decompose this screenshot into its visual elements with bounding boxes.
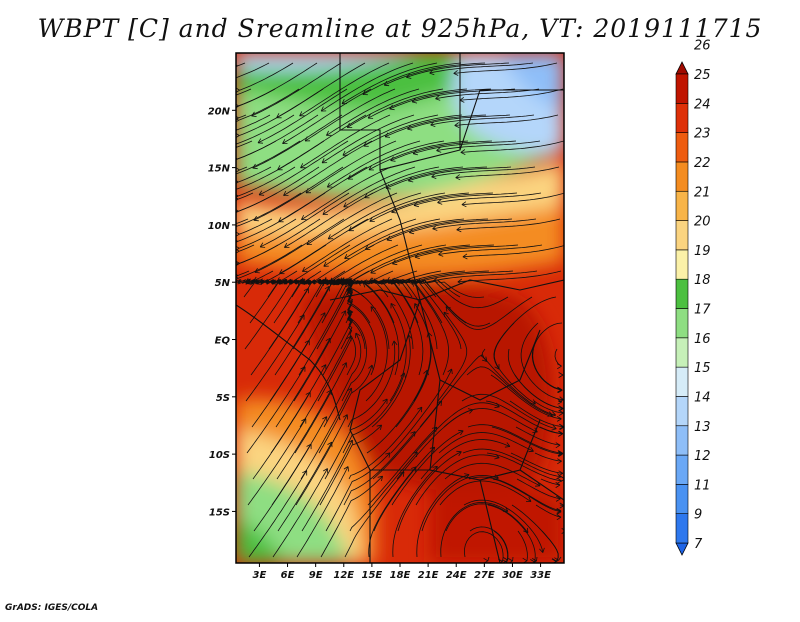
lat-tick-label: 15N [208,164,231,175]
lat-tick-label: 10N [208,221,231,232]
colorbar-label: 9 [694,508,702,523]
colorbar-swatch [676,133,688,162]
colorbar-swatch [676,367,688,396]
colorbar-swatch [676,338,688,367]
colorbar-label: 11 [694,478,711,493]
lon-tick-label: 12E [333,570,354,581]
colorbar-swatch [676,426,688,455]
colorbar-label: 7 [694,537,703,552]
lon-tick-label: 9E [309,570,323,581]
lon-tick-label: 33E [530,570,551,581]
lon-tick-label: 18E [390,570,411,581]
credit-text: GrADS: IGES/COLA [5,603,98,613]
lat-tick-label: 10S [209,450,230,461]
colorbar-label: 16 [694,332,711,347]
colorbar-swatch [676,514,688,543]
colorbar-label: 26 [694,39,711,54]
colorbar-label: 19 [694,244,711,259]
colorbar-label: 12 [694,449,711,464]
colorbar-max-arrow [676,62,688,74]
colorbar-swatch [676,484,688,513]
colorbar-label: 20 [694,215,711,230]
colorbar-label: 14 [694,390,711,405]
colorbar-swatch [676,74,688,103]
lon-tick-label: 27E [474,570,495,581]
colorbar-label: 23 [694,127,711,142]
lon-tick-label: 15E [362,570,383,581]
colorbar-label: 15 [694,361,711,376]
colorbar-swatch [676,191,688,220]
lat-tick-label: 15S [209,507,230,518]
colorbar-swatch [676,250,688,279]
colorbar-label: 13 [694,420,711,435]
colorbar-swatch [676,396,688,425]
colorbar-swatch [676,309,688,338]
latitude-axis: 20N 15N 10N 5N EQ 5S 10S 15S [208,106,236,518]
lon-tick-label: 3E [253,570,267,581]
lat-tick-label: 5S [216,393,230,404]
colorbar-swatch [676,279,688,308]
colorbar-swatch [676,103,688,132]
longitude-axis: 3E 6E 9E 12E 15E 18E 21E 24E 27E 30E 33E [253,563,552,581]
lon-tick-label: 24E [446,570,467,581]
lat-tick-label: EQ [215,336,231,347]
colorbar-swatch [676,162,688,191]
colorbar-label: 24 [694,97,711,112]
colorbar-swatch [676,221,688,250]
lon-tick-label: 21E [418,570,439,581]
colorbar-label: 17 [694,303,711,318]
lon-tick-label: 30E [502,570,523,581]
colorbar-label: 25 [694,68,711,83]
colorbar-label: 21 [694,185,711,200]
colorbar: 7 9 11 12 13 14 15 16 17 18 19 20 21 22 23 24 25 26 [676,39,711,555]
colorbar-swatch [676,455,688,484]
lat-tick-label: 5N [215,278,231,289]
lon-tick-label: 6E [281,570,295,581]
streamline [537,557,538,561]
colorbar-label: 22 [694,156,711,171]
colorbar-label: 18 [694,273,711,288]
lat-tick-label: 20N [208,106,231,117]
colorbar-min-arrow [676,543,688,555]
